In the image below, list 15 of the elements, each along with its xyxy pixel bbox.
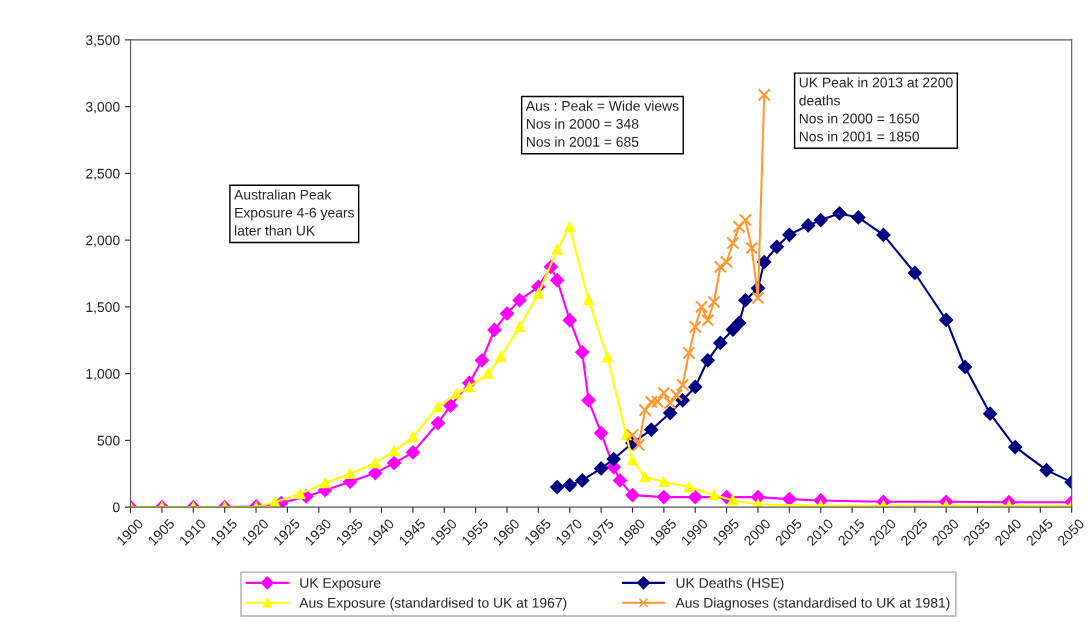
y-tick-label: 3,500 — [85, 35, 120, 47]
y-tick-label: 1,500 — [86, 302, 120, 314]
y-tick-label: 1,000 — [86, 368, 120, 381]
legend-label: UK Exposure — [300, 578, 381, 591]
y-tick-label: 2,500 — [86, 168, 120, 181]
y-tick-label: 500 — [97, 435, 120, 446]
annotation: Aus : Peak = Wide views Nos in 2000 = 348 Nos in 2001 = 685 — [525, 100, 679, 147]
y-tick-label: 0 — [112, 502, 120, 513]
legend-label: Aus Diagnoses (standardised to UK at 1981) — [675, 597, 950, 611]
annotation: Australian Peak Exposure 4-6 years later than UK — [234, 189, 355, 236]
annotation: UK Peak in 2013 at 2200 deaths Nos in 2000 = 1650 Nos in 2001 = 1850 — [799, 77, 953, 142]
legend-label: UK Deaths (HSE) — [676, 577, 784, 591]
y-tick-label: 3,000 — [85, 101, 120, 114]
legend-label: Aus Exposure (standardised to UK at 1967) — [299, 597, 567, 611]
y-tick-label: 2,000 — [86, 235, 120, 247]
